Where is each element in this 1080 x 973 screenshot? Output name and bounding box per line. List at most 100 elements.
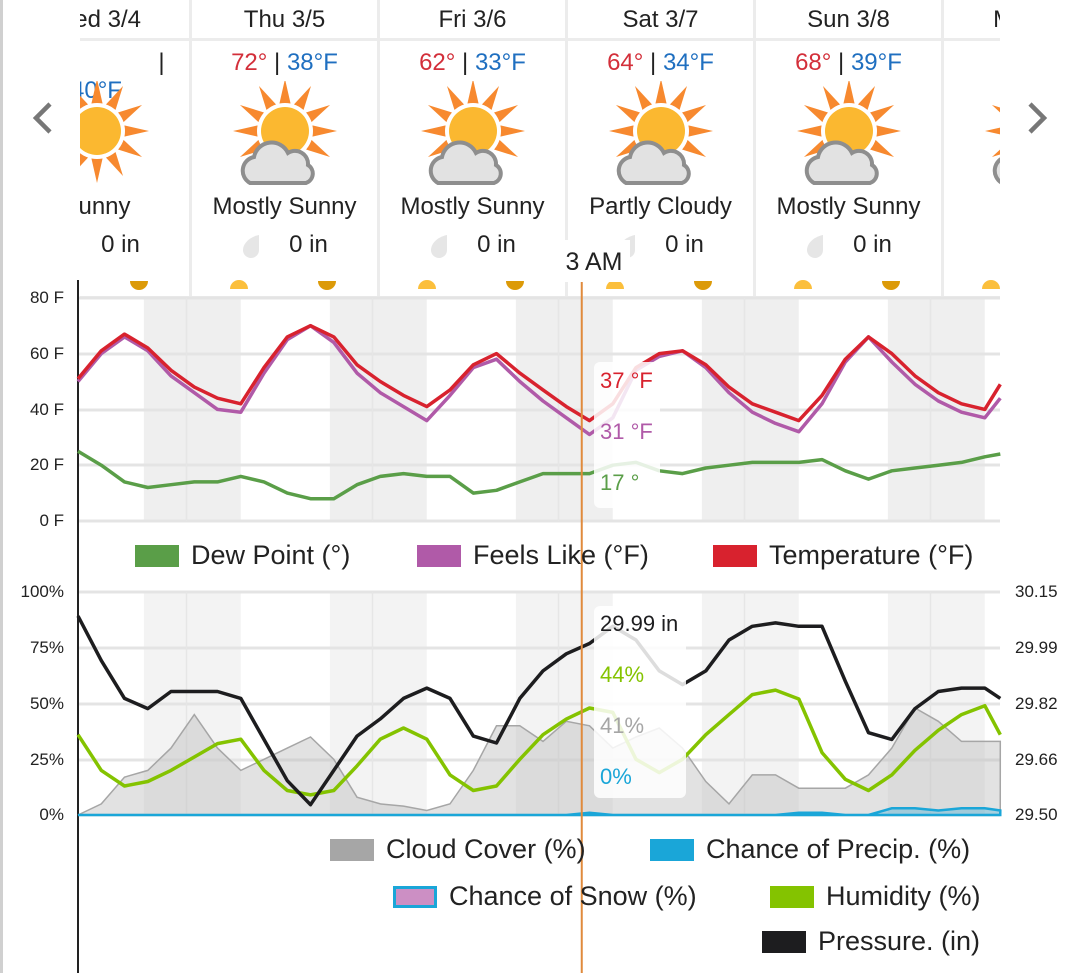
day-column[interactable]: Wed 3/4 | 40°F Sunny 0 in [80, 0, 192, 298]
day-precip: 0 in [80, 231, 189, 259]
sun-icon [232, 81, 337, 183]
low-temp: 39°F [850, 49, 902, 76]
day-column[interactable]: Thu 3/5 72° | 38°F Mostly Sunny 0 in [192, 0, 380, 298]
day-condition: Sunny [80, 193, 131, 220]
mostly-sunny-icon [796, 81, 901, 185]
tooltip-feels-like: 31 °F [600, 419, 653, 444]
cloud-icon [992, 157, 1000, 185]
day-date: Sat 3/7 [568, 0, 753, 41]
tooltip-temperature: 37 °F [600, 368, 653, 393]
y2-tick: 29.99 [1015, 638, 1058, 657]
day-condition: Partly Cloudy [589, 193, 732, 220]
legend-label: Chance of Snow (%) [449, 881, 697, 911]
legend-label: Chance of Precip. (%) [706, 834, 971, 864]
chevron-right-icon[interactable] [1016, 98, 1056, 138]
legend-dew-point[interactable]: Dew Point (°) [135, 540, 350, 571]
sunrise-icon [606, 280, 624, 289]
legend-label: Feels Like (°F) [473, 540, 649, 570]
legend-cloud-cover[interactable]: Cloud Cover (%) [330, 834, 586, 865]
chance-of-precip-area [78, 807, 1002, 817]
high-temp: 62° [419, 49, 456, 76]
sunset-icon [694, 281, 712, 290]
legend-swatch [393, 885, 437, 908]
legend-swatch [417, 544, 461, 567]
raindrop-icon [431, 234, 448, 258]
high-temp: 68° [795, 49, 832, 76]
page-edge [0, 0, 3, 973]
sunrise-icon [794, 280, 812, 289]
legend-chance-of-snow[interactable]: Chance of Snow (%) [393, 881, 697, 912]
legend-pressure[interactable]: Pressure. (in) [762, 926, 980, 957]
day-temps: 64° | 34°F [568, 49, 753, 79]
cloud-icon [240, 140, 315, 185]
legend-chance-of-precip[interactable]: Chance of Precip. (%) [650, 834, 970, 865]
dew-point-line [77, 449, 1001, 501]
humidity-line [76, 688, 1002, 797]
day-column[interactable]: Fri 3/6 62° | 33°F Mostly Sunny 0 in [380, 0, 568, 298]
day-column[interactable]: Sun 3/8 68° | 39°F Mostly Sunny 0 in [756, 0, 944, 298]
y2-tick: 29.66 [1015, 750, 1058, 769]
sunrise-icon [418, 280, 436, 289]
temp-separator: | [158, 49, 165, 76]
low-temp: 38°F [286, 49, 338, 76]
day-column[interactable]: Sat 3/7 64° | 34°F Partly Cloudy 0 in [568, 0, 756, 298]
sunset-icon [882, 281, 900, 290]
temp-separator: | [650, 49, 657, 76]
day-precip: 0 in [192, 231, 377, 259]
tooltip-pressure: 29.99 in [600, 611, 678, 636]
sun-icon [80, 81, 149, 183]
sunny-icon [80, 81, 149, 183]
y2-tick: 29.50 [1015, 805, 1058, 824]
y-tick: 25% [29, 750, 64, 769]
y-tick: 60 F [29, 344, 64, 363]
legend-label: Humidity (%) [826, 881, 981, 911]
legend-label: Dew Point (°) [191, 540, 351, 570]
temp-separator: | [462, 49, 469, 76]
sunset-icon [130, 281, 148, 290]
tooltip-cloud-cover: 41% [600, 713, 644, 738]
legend-label: Temperature (°F) [769, 540, 974, 570]
day-date: Wed 3/4 [80, 0, 189, 41]
legend-temperature[interactable]: Temperature (°F) [713, 540, 973, 571]
tooltip-dew-point: 17 ° [600, 470, 639, 495]
legend-swatch [770, 885, 814, 908]
y-tick: 100% [20, 582, 64, 601]
sun-icon [420, 81, 525, 183]
y-tick: 0 F [39, 511, 64, 530]
raindrop-icon [243, 234, 260, 258]
precip-amount: 0 in [477, 231, 516, 258]
cloud-cover-area [77, 706, 1002, 816]
crosshair-time-label: 3 AM [558, 240, 630, 282]
high-temp: 72° [231, 49, 268, 76]
day-precip: 0 in [756, 231, 941, 259]
tooltip-box [594, 362, 660, 508]
day-temps: 62° | 33°F [380, 49, 565, 79]
cloud-icon [804, 140, 879, 185]
day-date: Mon 3/9 [944, 0, 1000, 41]
tooltip-humidity: 44% [600, 662, 644, 687]
partly-cloudy-icon [608, 81, 713, 185]
day-condition: Mostly Sunny [212, 193, 357, 220]
y-tick: 50% [29, 694, 64, 713]
sunset-icon [506, 281, 524, 290]
chevron-left-icon[interactable] [24, 98, 64, 138]
precip-amount: 0 in [665, 231, 704, 258]
day-temps: 72° | 38°F [192, 49, 377, 79]
temp-separator: | [274, 49, 281, 76]
precip-amount: 0 in [101, 231, 140, 258]
day-column[interactable]: Mon 3/9 68° | Partly [944, 0, 1000, 298]
sunrise-icon [982, 280, 1000, 289]
precip-amount: 0 in [853, 231, 892, 258]
legend-swatch [713, 544, 757, 567]
legend-feels-like[interactable]: Feels Like (°F) [417, 540, 649, 571]
tooltip-precip: 0% [600, 764, 632, 789]
day-temps: 68° | 39°F [756, 49, 941, 79]
legend-label: Pressure. (in) [818, 926, 981, 956]
day-precip: 0 in [380, 231, 565, 259]
y2-tick: 29.82 [1015, 694, 1058, 713]
y2-tick: 30.15 [1015, 582, 1058, 601]
legend-humidity[interactable]: Humidity (%) [770, 881, 981, 912]
daily-forecast-strip[interactable]: Wed 3/4 | 40°F Sunny 0 in Thu 3/5 72° | … [80, 0, 1000, 298]
mostly-sunny-icon [420, 81, 525, 185]
